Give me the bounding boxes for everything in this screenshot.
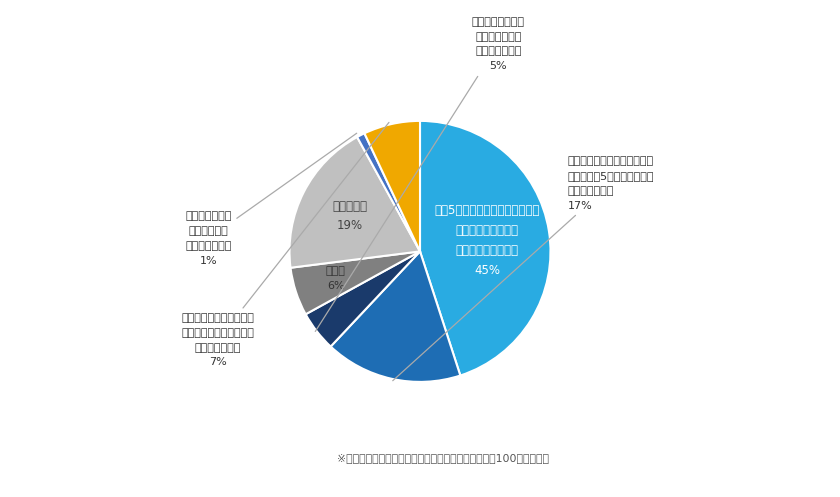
- Wedge shape: [306, 251, 420, 346]
- Text: 通算5年を超えて働く該当者から
申し込みがあれば、
無期雇用に転換する
45%: 通算5年を超えて働く該当者から 申し込みがあれば、 無期雇用に転換する 45%: [434, 204, 540, 277]
- Wedge shape: [357, 133, 420, 251]
- Wedge shape: [365, 121, 420, 251]
- Text: 有期契約が、更新を含め
通算５年を超えないよう
に運用していく
7%: 有期契約が、更新を含め 通算５年を超えないよう に運用していく 7%: [181, 122, 389, 367]
- Wedge shape: [290, 137, 420, 268]
- Text: ※小数点以下を四捨五入してるため、必ずしも合計が100にならない: ※小数点以下を四捨五入してるため、必ずしも合計が100にならない: [338, 453, 549, 463]
- Text: わからない
19%: わからない 19%: [333, 200, 368, 232]
- Text: 有期雇用社員を
派遣や請負に
切り換えていく
1%: 有期雇用社員を 派遣や請負に 切り換えていく 1%: [186, 133, 357, 265]
- Wedge shape: [331, 251, 460, 382]
- Wedge shape: [291, 251, 420, 314]
- Text: その他
6%: その他 6%: [326, 266, 345, 291]
- Text: 有期雇用を止め、
雇い入れ時から
無期雇用にする
5%: 有期雇用を止め、 雇い入れ時から 無期雇用にする 5%: [315, 17, 525, 331]
- Wedge shape: [420, 121, 550, 376]
- Text: 無期転換の条件を定め、条件
を満たせば5年以内でも無期
雇用に転換する
17%: 無期転換の条件を定め、条件 を満たせば5年以内でも無期 雇用に転換する 17%: [393, 157, 654, 381]
